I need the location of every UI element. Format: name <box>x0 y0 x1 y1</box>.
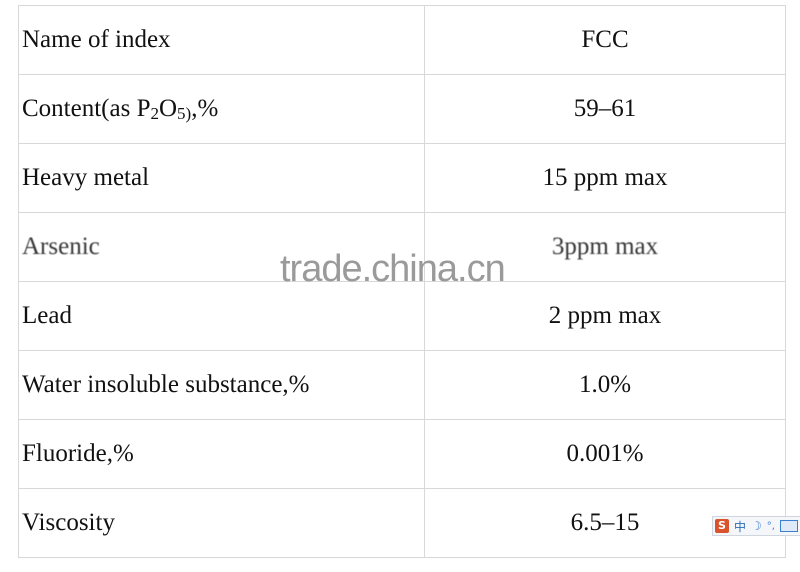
row-name: Fluoride,% <box>18 419 425 489</box>
table-row: Heavy metal 15 ppm max <box>18 143 786 213</box>
table-row: Viscosity 6.5–15 <box>18 488 786 558</box>
header-value: FCC <box>424 5 786 75</box>
watermark: trade.china.cn <box>280 248 506 290</box>
row-name: Water insoluble substance,% <box>18 350 425 420</box>
header-name: Name of index <box>18 5 425 75</box>
row-value: 2 ppm max <box>424 281 786 351</box>
row-value: 15 ppm max <box>424 143 786 213</box>
row-name: Viscosity <box>18 488 425 558</box>
row-value: 1.0% <box>424 350 786 420</box>
sogou-logo-icon[interactable]: S <box>715 519 729 533</box>
moon-icon[interactable]: ☽ <box>751 519 762 533</box>
table-row: Fluoride,% 0.001% <box>18 419 786 489</box>
table-header-row: Name of index FCC <box>18 5 786 75</box>
row-name: Lead <box>18 281 425 351</box>
row-name: Content(as P2O5),% <box>18 74 425 144</box>
row-value: 6.5–15 <box>424 488 786 558</box>
table-row: Arsenic 3ppm max <box>18 212 786 282</box>
row-name: Arsenic <box>18 212 425 282</box>
ime-toolbar[interactable]: S 中 ☽ °, <box>712 516 800 536</box>
row-value: 59–61 <box>424 74 786 144</box>
table-row: Lead 2 ppm max <box>18 281 786 351</box>
punctuation-icon[interactable]: °, <box>766 520 775 532</box>
spec-table: Name of index FCC Content(as P2O5),% 59–… <box>18 5 786 558</box>
table-row: Water insoluble substance,% 1.0% <box>18 350 786 420</box>
language-mode-toggle[interactable]: 中 <box>734 519 747 534</box>
row-name: Heavy metal <box>18 143 425 213</box>
table-row: Content(as P2O5),% 59–61 <box>18 74 786 144</box>
keyboard-icon[interactable] <box>779 520 798 532</box>
row-value: 0.001% <box>424 419 786 489</box>
row-value: 3ppm max <box>424 212 786 282</box>
